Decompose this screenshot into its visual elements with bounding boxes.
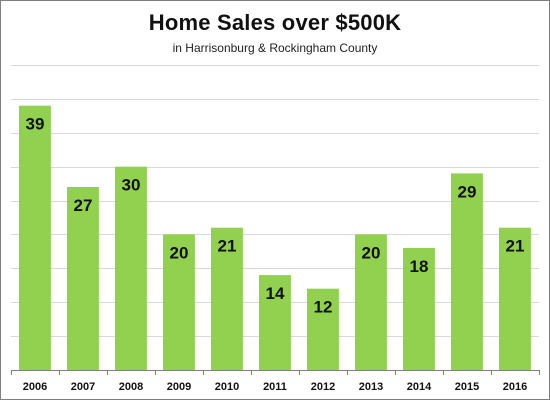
data-label: 27 xyxy=(74,196,93,215)
x-tick-label: 2010 xyxy=(215,381,239,393)
data-label: 30 xyxy=(122,176,141,195)
bar xyxy=(67,187,99,370)
data-label: 29 xyxy=(458,182,477,201)
x-tick-label: 2006 xyxy=(23,381,47,393)
data-label: 14 xyxy=(266,284,285,303)
bar xyxy=(499,227,531,370)
bar xyxy=(115,166,147,370)
x-tick-label: 2014 xyxy=(407,381,432,393)
x-tick-label: 2011 xyxy=(263,381,287,393)
bar xyxy=(19,105,51,370)
bar xyxy=(211,227,243,370)
bar xyxy=(355,234,387,370)
x-tick-label: 2012 xyxy=(311,381,335,393)
x-tick-label: 2009 xyxy=(167,381,191,393)
bar xyxy=(163,234,195,370)
data-label: 18 xyxy=(410,257,429,276)
data-label: 21 xyxy=(218,237,237,256)
x-tick-label: 2008 xyxy=(119,381,143,393)
x-tick-label: 2007 xyxy=(71,381,95,393)
data-label: 20 xyxy=(362,243,381,262)
bar xyxy=(259,275,291,370)
chart-title: Home Sales over $500K xyxy=(148,10,402,35)
x-tick-label: 2015 xyxy=(455,381,479,393)
bar xyxy=(451,173,483,370)
bar xyxy=(403,248,435,370)
chart-subtitle: in Harrisonburg & Rockingham County xyxy=(172,41,378,55)
x-tick-label: 2013 xyxy=(359,381,383,393)
data-label: 21 xyxy=(506,237,525,256)
bar xyxy=(307,288,339,370)
x-tick-label: 2016 xyxy=(503,381,527,393)
data-label: 20 xyxy=(170,243,189,262)
data-label: 12 xyxy=(314,298,333,317)
data-label: 39 xyxy=(26,115,45,134)
